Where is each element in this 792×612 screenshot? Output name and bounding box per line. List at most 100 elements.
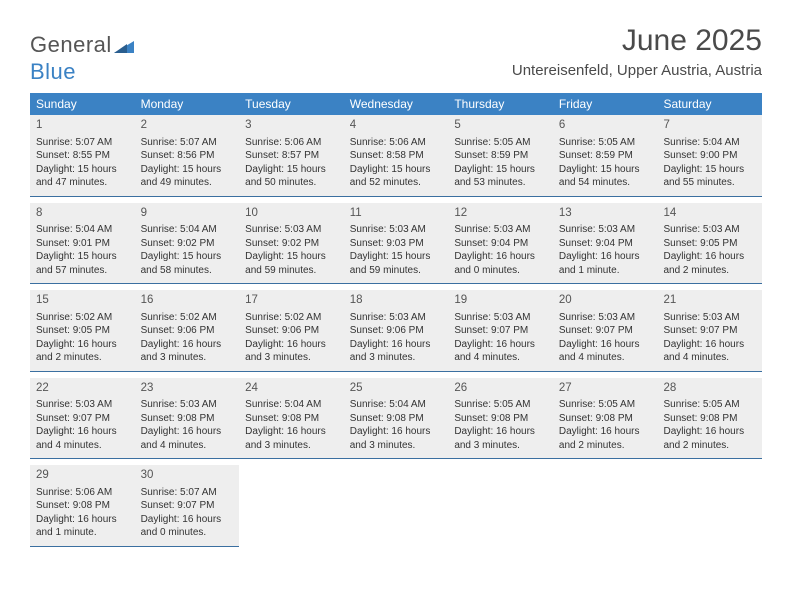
sunrise-text: Sunrise: 5:04 AM	[663, 136, 756, 150]
day-cell: 18Sunrise: 5:03 AMSunset: 9:06 PMDayligh…	[344, 290, 449, 372]
day-cell: 25Sunrise: 5:04 AMSunset: 9:08 PMDayligh…	[344, 378, 449, 460]
sunrise-text: Sunrise: 5:03 AM	[245, 223, 338, 237]
daylight2-text: and 4 minutes.	[663, 351, 756, 365]
daylight2-text: and 55 minutes.	[663, 176, 756, 190]
daylight2-text: and 53 minutes.	[454, 176, 547, 190]
sunset-text: Sunset: 8:59 PM	[559, 149, 652, 163]
daylight1-text: Daylight: 15 hours	[36, 163, 129, 177]
day-number: 8	[36, 206, 129, 222]
sunrise-text: Sunrise: 5:02 AM	[141, 311, 234, 325]
daylight2-text: and 58 minutes.	[141, 264, 234, 278]
dow-monday: Monday	[135, 93, 240, 115]
day-cell: 7Sunrise: 5:04 AMSunset: 9:00 PMDaylight…	[657, 115, 762, 197]
day-number: 15	[36, 293, 129, 309]
sunrise-text: Sunrise: 5:05 AM	[454, 398, 547, 412]
daylight2-text: and 52 minutes.	[350, 176, 443, 190]
day-cell: 11Sunrise: 5:03 AMSunset: 9:03 PMDayligh…	[344, 203, 449, 285]
day-number: 29	[36, 468, 129, 484]
sunset-text: Sunset: 9:07 PM	[663, 324, 756, 338]
daylight2-text: and 2 minutes.	[36, 351, 129, 365]
dow-friday: Friday	[553, 93, 658, 115]
daylight2-text: and 1 minute.	[559, 264, 652, 278]
day-number: 2	[141, 118, 234, 134]
sunrise-text: Sunrise: 5:03 AM	[454, 311, 547, 325]
sunset-text: Sunset: 9:04 PM	[454, 237, 547, 251]
sunrise-text: Sunrise: 5:06 AM	[350, 136, 443, 150]
daylight1-text: Daylight: 16 hours	[663, 425, 756, 439]
day-cell: 15Sunrise: 5:02 AMSunset: 9:05 PMDayligh…	[30, 290, 135, 372]
sunrise-text: Sunrise: 5:05 AM	[663, 398, 756, 412]
logo-word2: Blue	[30, 59, 76, 84]
daylight1-text: Daylight: 16 hours	[454, 425, 547, 439]
daylight2-text: and 2 minutes.	[559, 439, 652, 453]
day-number: 20	[559, 293, 652, 309]
day-cell: 27Sunrise: 5:05 AMSunset: 9:08 PMDayligh…	[553, 378, 658, 460]
daylight1-text: Daylight: 15 hours	[141, 250, 234, 264]
day-number: 10	[245, 206, 338, 222]
day-number: 17	[245, 293, 338, 309]
day-cell: 17Sunrise: 5:02 AMSunset: 9:06 PMDayligh…	[239, 290, 344, 372]
day-cell: 8Sunrise: 5:04 AMSunset: 9:01 PMDaylight…	[30, 203, 135, 285]
sunset-text: Sunset: 9:02 PM	[245, 237, 338, 251]
daylight2-text: and 59 minutes.	[245, 264, 338, 278]
daylight2-text: and 59 minutes.	[350, 264, 443, 278]
logo-word1: General	[30, 32, 112, 57]
days-of-week-row: Sunday Monday Tuesday Wednesday Thursday…	[30, 93, 762, 115]
daylight2-text: and 0 minutes.	[141, 526, 234, 540]
daylight2-text: and 57 minutes.	[36, 264, 129, 278]
daylight2-text: and 2 minutes.	[663, 439, 756, 453]
daylight2-text: and 4 minutes.	[141, 439, 234, 453]
dow-saturday: Saturday	[657, 93, 762, 115]
day-cell: 28Sunrise: 5:05 AMSunset: 9:08 PMDayligh…	[657, 378, 762, 460]
day-number: 23	[141, 381, 234, 397]
daylight2-text: and 4 minutes.	[454, 351, 547, 365]
weeks-container: 1Sunrise: 5:07 AMSunset: 8:55 PMDaylight…	[30, 115, 762, 547]
day-cell: 14Sunrise: 5:03 AMSunset: 9:05 PMDayligh…	[657, 203, 762, 285]
day-cell	[448, 465, 553, 547]
sunrise-text: Sunrise: 5:04 AM	[350, 398, 443, 412]
daylight2-text: and 3 minutes.	[350, 351, 443, 365]
week-row: 22Sunrise: 5:03 AMSunset: 9:07 PMDayligh…	[30, 378, 762, 460]
day-number: 4	[350, 118, 443, 134]
daylight1-text: Daylight: 16 hours	[36, 513, 129, 527]
calendar: Sunday Monday Tuesday Wednesday Thursday…	[30, 93, 762, 547]
daylight1-text: Daylight: 16 hours	[663, 338, 756, 352]
day-cell	[344, 465, 449, 547]
dow-sunday: Sunday	[30, 93, 135, 115]
day-number: 9	[141, 206, 234, 222]
day-cell: 1Sunrise: 5:07 AMSunset: 8:55 PMDaylight…	[30, 115, 135, 197]
logo: GeneralBlue	[30, 32, 134, 85]
day-number: 27	[559, 381, 652, 397]
sunset-text: Sunset: 9:07 PM	[454, 324, 547, 338]
day-number: 11	[350, 206, 443, 222]
daylight2-text: and 3 minutes.	[454, 439, 547, 453]
daylight1-text: Daylight: 16 hours	[559, 425, 652, 439]
day-number: 26	[454, 381, 547, 397]
daylight2-text: and 4 minutes.	[559, 351, 652, 365]
daylight1-text: Daylight: 16 hours	[350, 338, 443, 352]
dow-thursday: Thursday	[448, 93, 553, 115]
day-number: 12	[454, 206, 547, 222]
day-cell	[553, 465, 658, 547]
day-number: 3	[245, 118, 338, 134]
daylight1-text: Daylight: 15 hours	[454, 163, 547, 177]
day-number: 30	[141, 468, 234, 484]
day-number: 5	[454, 118, 547, 134]
sunrise-text: Sunrise: 5:03 AM	[663, 311, 756, 325]
sunset-text: Sunset: 9:02 PM	[141, 237, 234, 251]
daylight2-text: and 47 minutes.	[36, 176, 129, 190]
sunset-text: Sunset: 9:07 PM	[559, 324, 652, 338]
sunset-text: Sunset: 9:08 PM	[36, 499, 129, 513]
daylight2-text: and 3 minutes.	[245, 351, 338, 365]
daylight1-text: Daylight: 15 hours	[350, 250, 443, 264]
day-cell: 20Sunrise: 5:03 AMSunset: 9:07 PMDayligh…	[553, 290, 658, 372]
daylight2-text: and 0 minutes.	[454, 264, 547, 278]
day-cell: 30Sunrise: 5:07 AMSunset: 9:07 PMDayligh…	[135, 465, 240, 547]
sunset-text: Sunset: 9:05 PM	[663, 237, 756, 251]
day-cell	[657, 465, 762, 547]
daylight2-text: and 3 minutes.	[245, 439, 338, 453]
daylight2-text: and 1 minute.	[36, 526, 129, 540]
sunrise-text: Sunrise: 5:03 AM	[559, 223, 652, 237]
sunset-text: Sunset: 9:08 PM	[245, 412, 338, 426]
sunrise-text: Sunrise: 5:03 AM	[141, 398, 234, 412]
